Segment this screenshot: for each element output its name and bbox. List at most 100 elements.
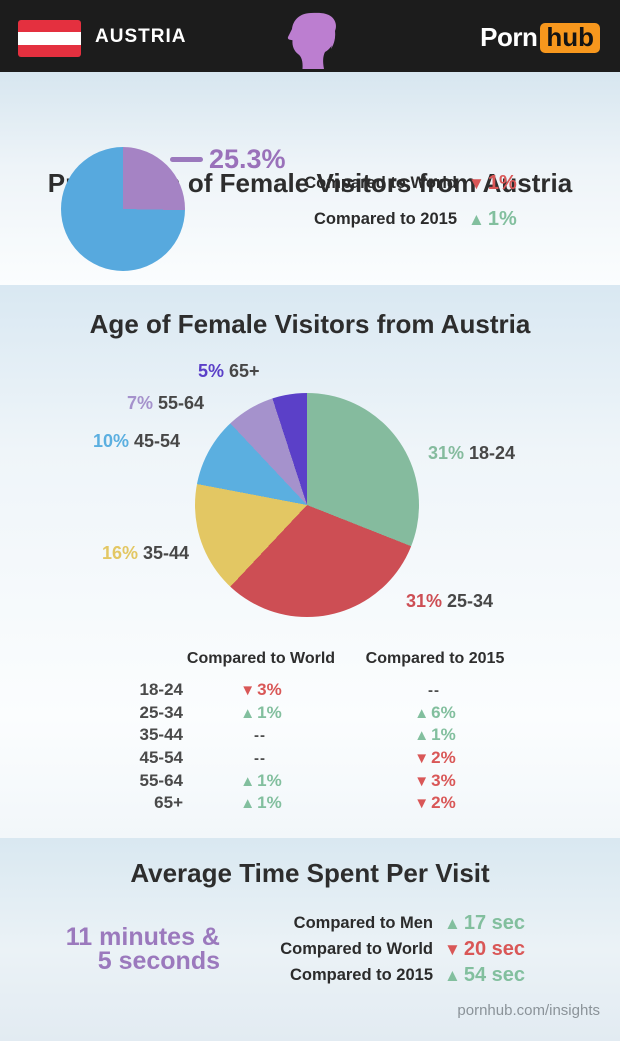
country-name: AUSTRIA (95, 26, 187, 47)
comparison-row: Compared to 2015 ▲ 54 sec (0, 962, 620, 988)
flag-band-white (18, 32, 81, 45)
logo-porn-text: Porn (480, 22, 538, 52)
pie-label-55-64: 7% 55-64 (127, 393, 204, 414)
no-change-icon: -- (254, 750, 266, 768)
comparison-number: 17 sec (463, 911, 525, 934)
section-title: Average Time Spent Per Visit (130, 858, 490, 888)
comparison-row: Compared to 2015 ▲ 1% (0, 206, 620, 232)
delta-number: 2% (431, 793, 456, 813)
pie-label-range: 45-54 (134, 431, 181, 451)
trend-up-icon: ▲ (240, 772, 256, 790)
y2015-delta-cell: ▼ 2% (339, 793, 531, 813)
comparison-number: 54 sec (463, 963, 525, 986)
comparison-number: 1% (487, 171, 517, 194)
column-header-world: Compared to World (186, 650, 336, 667)
no-change-icon: -- (428, 682, 440, 700)
table-row: 65+ ▲ 1% ▼ 2% (0, 792, 620, 815)
header-bar: AUSTRIA Porn hub (0, 0, 620, 72)
comparison-label: Compared to World (304, 173, 457, 192)
delta-number: 1% (257, 770, 282, 790)
section-age: Age of Female Visitors from Austria 5% 65… (0, 285, 620, 838)
section-time-spent: Average Time Spent Per Visit 11 minutes … (0, 838, 620, 1041)
trend-down-icon: ▼ (414, 795, 430, 813)
comparison-value: ▲ 1% (468, 208, 517, 231)
proportion-pie-chart (61, 147, 185, 271)
austria-flag-icon (18, 20, 81, 57)
delta-number: 1% (257, 702, 282, 722)
age-comparison-table: Compared to World Compared to 2015 18-24… (0, 650, 620, 815)
empty-header-cell (0, 650, 183, 670)
world-delta-cell: -- (183, 748, 339, 768)
world-delta-cell: -- (183, 725, 339, 745)
pie-label-range: 25-34 (447, 591, 494, 611)
insights-url: pornhub.com/insights (457, 1002, 600, 1019)
world-delta-cell: ▼ 3% (183, 680, 339, 700)
comparison-row: Compared to World ▼ 20 sec (0, 936, 620, 962)
headline-line1: 11 minutes & (65, 923, 220, 951)
y2015-delta-cell: -- (339, 680, 531, 700)
comparison-row: Compared to Men ▲ 17 sec (0, 910, 620, 936)
pie-label-percent: 5% (198, 361, 225, 381)
column-header-2015: Compared to 2015 (365, 650, 505, 667)
trend-down-icon: ▼ (240, 682, 256, 700)
world-delta-cell: ▲ 1% (183, 703, 339, 723)
pornhub-logo: Porn hub (480, 22, 600, 53)
trend-down-icon: ▼ (444, 939, 461, 959)
table-body: 18-24 ▼ 3% -- 25-34 ▲ 1% ▲ 6% 35-44 -- ▲ 1% … (0, 679, 620, 815)
table-row: 25-34 ▲ 1% ▲ 6% (0, 702, 620, 725)
average-time-value: 11 minutes & 5 seconds (30, 923, 220, 974)
comparison-value: ▲ 17 sec (444, 912, 525, 935)
delta-number: 1% (257, 793, 282, 813)
world-delta-cell: ▲ 1% (183, 771, 339, 791)
female-share-value: 25.3% (209, 144, 286, 174)
y2015-delta-cell: ▲ 6% (339, 703, 531, 723)
delta-number: 2% (431, 748, 456, 768)
pie-label-range: 55-64 (158, 393, 205, 413)
age-range-cell: 35-44 (139, 725, 183, 745)
section-title: Age of Female Visitors from Austria (89, 309, 531, 339)
pie-label-35-44: 16% 35-44 (102, 543, 189, 564)
comparison-label: Compared to Men (293, 913, 433, 932)
age-range-cell: 45-54 (139, 748, 183, 768)
table-header-row: Compared to World Compared to 2015 (0, 650, 620, 670)
female-silhouette-icon (287, 12, 336, 70)
pie-label-range: 18-24 (469, 443, 516, 463)
pie-label-45-54: 10% 45-54 (93, 431, 180, 452)
trend-up-icon: ▲ (240, 704, 256, 722)
world-delta-cell: ▲ 1% (183, 793, 339, 813)
delta-number: 1% (431, 725, 456, 745)
table-row: 45-54 -- ▼ 2% (0, 747, 620, 770)
trend-up-icon: ▲ (240, 795, 256, 813)
pie-label-percent: 7% (127, 393, 154, 413)
logo-hub-badge: hub (540, 22, 600, 53)
comparison-number: 1% (487, 207, 517, 230)
comparison-number: 20 sec (463, 937, 525, 960)
callout-line (170, 157, 203, 162)
age-range-cell: 18-24 (139, 680, 183, 700)
comparison-label: Compared to 2015 (289, 965, 433, 984)
y2015-delta-cell: ▼ 3% (339, 771, 531, 791)
delta-number: 3% (431, 770, 456, 790)
pie-label-percent: 31% (406, 591, 443, 611)
delta-number: 3% (257, 680, 282, 700)
age-range-cell: 55-64 (139, 770, 183, 790)
age-range-cell: 65+ (154, 793, 183, 813)
pie-label-18-24: 31% 18-24 (428, 443, 515, 464)
age-range-cell: 25-34 (139, 702, 183, 722)
table-row: 18-24 ▼ 3% -- (0, 679, 620, 702)
trend-up-icon: ▲ (414, 727, 430, 745)
delta-number: 6% (431, 702, 456, 722)
comparison-label: Compared to 2015 (313, 209, 457, 228)
flag-band-red (18, 44, 81, 57)
trend-up-icon: ▲ (444, 965, 461, 985)
pie-label-65plus: 5% 65+ (198, 361, 260, 382)
pie-label-range: 35-44 (143, 543, 190, 563)
pie-label-range: 65+ (229, 361, 260, 381)
comparison-value: ▼ 20 sec (444, 938, 525, 961)
comparison-row: Compared to World ▼ 1% (0, 170, 620, 196)
no-change-icon: -- (254, 727, 266, 745)
pie-label-percent: 16% (102, 543, 139, 563)
trend-up-icon: ▲ (444, 913, 461, 933)
age-pie-chart (195, 393, 419, 617)
